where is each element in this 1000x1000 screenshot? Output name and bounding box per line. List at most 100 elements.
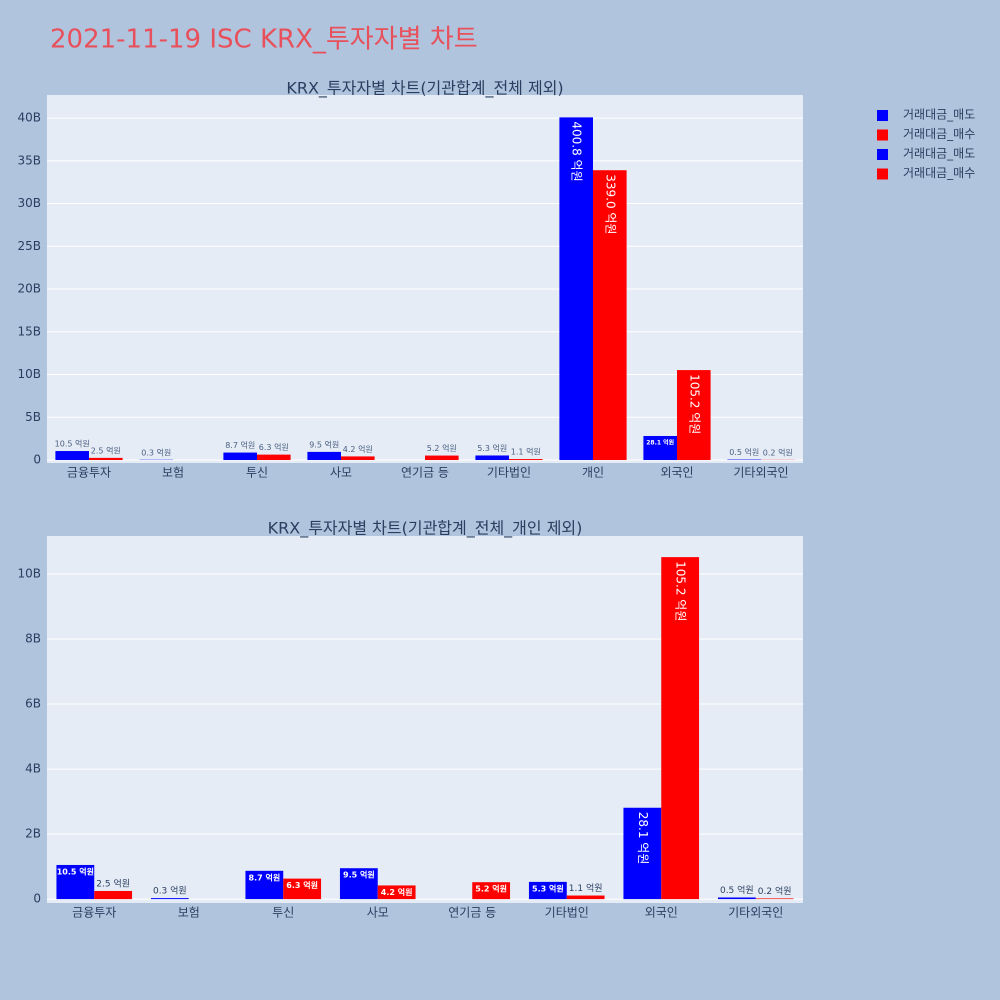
- bar: [475, 455, 509, 461]
- y-tick-label: 35B: [17, 153, 41, 167]
- x-tick-label: 사모: [367, 906, 389, 920]
- y-tick-label: 20B: [17, 282, 41, 296]
- y-tick-label: 10B: [17, 367, 41, 381]
- bar: [223, 452, 257, 461]
- value-label: 4.2 억원: [381, 887, 413, 897]
- value-label: 8.7 억원: [225, 440, 255, 450]
- x-tick-label: 사모: [330, 466, 352, 480]
- bar: [755, 898, 794, 900]
- chart-subtitle: KRX_투자자별 차트(기관합계_전체_개인 제외): [268, 519, 583, 539]
- y-tick-label: 0: [33, 892, 41, 906]
- bar: [643, 435, 677, 461]
- bar: [559, 117, 593, 461]
- x-tick-label: 보험: [162, 466, 184, 480]
- bar: [339, 868, 378, 900]
- bar: [245, 870, 284, 900]
- x-tick-label: 연기금 등: [448, 906, 496, 920]
- bar: [56, 864, 95, 900]
- bar: [528, 881, 567, 900]
- x-tick-label: 연기금 등: [401, 466, 449, 480]
- legend-label: 거래대금_매수: [903, 166, 975, 180]
- value-label: 1.1 억원: [569, 882, 603, 894]
- value-label: 8.7 억원: [249, 872, 281, 882]
- chart-subtitle: KRX_투자자별 차트(기관합계_전체 제외): [286, 79, 563, 99]
- value-label: 2.5 억원: [91, 445, 121, 455]
- legend-label: 거래대금_매도: [903, 147, 975, 161]
- value-label: 0.3 억원: [141, 447, 171, 457]
- value-label: 5.3 억원: [477, 443, 507, 453]
- value-label: 10.5 억원: [57, 866, 94, 876]
- value-label: 5.3 억원: [532, 883, 564, 893]
- legend-swatch: [877, 129, 888, 141]
- legend-swatch: [877, 110, 888, 121]
- legend-label: 거래대금_매도: [903, 108, 975, 122]
- value-label: 0.5 억원: [720, 884, 754, 896]
- value-label: 6.3 억원: [259, 442, 289, 452]
- x-tick-label: 보험: [178, 906, 200, 920]
- x-tick-label: 기타법인: [545, 906, 589, 920]
- y-tick-label: 10B: [17, 567, 41, 581]
- y-tick-label: 0: [33, 453, 41, 467]
- x-tick-label: 기타법인: [487, 466, 531, 480]
- bar: [94, 890, 133, 900]
- bar: [89, 457, 123, 461]
- x-tick-label: 개인: [582, 466, 604, 480]
- x-tick-label: 투신: [272, 906, 294, 920]
- bar: [307, 451, 341, 461]
- value-label: 339.0 억원: [603, 174, 617, 234]
- x-tick-label: 기타외국인: [728, 906, 783, 920]
- value-label: 5.2 억원: [427, 443, 457, 453]
- x-tick-label: 기타외국인: [733, 466, 788, 480]
- value-label: 9.5 억원: [343, 870, 375, 880]
- value-label: 10.5 억원: [55, 439, 90, 449]
- value-label: 28.1 억원: [646, 438, 674, 446]
- value-label: 400.8 억원: [570, 121, 584, 181]
- bar: [150, 898, 189, 900]
- bar: [661, 557, 700, 900]
- bar: [717, 897, 756, 900]
- bar: [509, 459, 543, 461]
- bar: [55, 451, 89, 461]
- bar: [341, 456, 375, 461]
- value-label: 9.5 억원: [309, 439, 339, 449]
- y-tick-label: 4B: [25, 762, 41, 776]
- y-tick-label: 2B: [25, 827, 41, 841]
- value-label: 2.5 억원: [96, 877, 130, 889]
- value-label: 4.2 억원: [343, 444, 373, 454]
- bar: [566, 895, 605, 900]
- bar: [425, 455, 459, 461]
- bar: [677, 370, 711, 461]
- legend-swatch: [877, 149, 888, 160]
- value-label: 6.3 억원: [286, 880, 318, 890]
- y-tick-label: 40B: [17, 111, 41, 125]
- value-label: 105.2 억원: [687, 374, 701, 434]
- x-tick-label: 외국인: [645, 906, 678, 920]
- value-label: 0.2 억원: [763, 447, 793, 457]
- bar: [593, 170, 627, 461]
- value-label: 1.1 억원: [511, 447, 541, 457]
- legend-label: 거래대금_매수: [903, 127, 975, 141]
- y-tick-label: 30B: [17, 196, 41, 210]
- page-title: 2021-11-19 ISC KRX_투자자별 차트: [50, 25, 478, 55]
- value-label: 0.5 억원: [729, 447, 759, 457]
- legend-swatch: [877, 168, 888, 180]
- y-tick-label: 6B: [25, 697, 41, 711]
- bar: [623, 807, 662, 900]
- value-label: 5.2 억원: [475, 884, 507, 894]
- x-tick-label: 금융투자: [67, 466, 111, 480]
- x-tick-label: 투신: [246, 466, 268, 480]
- y-tick-label: 8B: [25, 632, 41, 646]
- value-label: 0.2 억원: [758, 885, 792, 897]
- bar: [377, 885, 416, 900]
- bar: [257, 454, 291, 461]
- y-tick-label: 25B: [17, 239, 41, 253]
- y-tick-label: 15B: [17, 324, 41, 338]
- value-label: 105.2 억원: [674, 561, 688, 621]
- bar: [472, 882, 511, 900]
- bar: [283, 878, 322, 900]
- x-tick-label: 금융투자: [72, 906, 116, 920]
- value-label: 0.3 억원: [153, 885, 187, 897]
- x-tick-label: 외국인: [660, 466, 693, 480]
- y-tick-label: 5B: [25, 410, 41, 424]
